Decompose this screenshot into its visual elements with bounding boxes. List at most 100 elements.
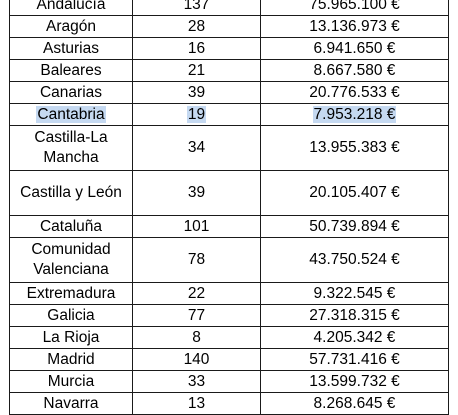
count-value: 39 <box>187 83 206 101</box>
amount-cell[interactable]: 75.965.100 € <box>260 0 449 16</box>
count-cell[interactable]: 16 <box>132 37 261 60</box>
amount-cell[interactable]: 43.750.524 € <box>260 237 449 283</box>
count-cell[interactable]: 39 <box>132 81 261 104</box>
table-row: Galicia 77 27.318.315 € <box>9 304 449 327</box>
region-name: Extremadura <box>26 284 116 302</box>
count-value: 8 <box>192 328 201 346</box>
region-cell[interactable]: Canarias <box>9 81 133 104</box>
table-row: Extremadura 22 9.322.545 € <box>9 282 449 305</box>
amount-cell[interactable]: 50.739.894 € <box>260 215 449 238</box>
amount-cell[interactable]: 7.953.218 € <box>260 103 449 126</box>
region-cell[interactable]: Castilla-La Mancha <box>9 125 133 171</box>
region-name: Galicia <box>47 306 95 324</box>
amount-cell[interactable]: 20.105.407 € <box>260 170 449 216</box>
region-name: Murcia <box>47 372 95 390</box>
region-name: Andalucía <box>36 0 106 13</box>
count-cell[interactable]: 19 <box>132 103 261 126</box>
region-name: Madrid <box>47 350 95 368</box>
amount-value: 27.318.315 € <box>309 306 400 324</box>
amount-value: 20.105.407 € <box>309 184 400 201</box>
count-cell[interactable]: 137 <box>132 0 261 16</box>
count-value: 19 <box>186 105 207 123</box>
region-name: Asturias <box>43 39 99 57</box>
count-cell[interactable]: 34 <box>132 125 261 171</box>
count-value: 33 <box>187 372 206 390</box>
count-cell[interactable]: 101 <box>132 215 261 238</box>
region-name: Aragón <box>46 17 96 35</box>
region-cell[interactable]: Comunidad Valenciana <box>9 237 133 283</box>
region-cell[interactable]: Extremadura <box>9 282 133 305</box>
amount-value: 43.750.524 € <box>309 251 400 268</box>
amount-cell[interactable]: 13.955.383 € <box>260 125 449 171</box>
count-value: 137 <box>183 0 210 13</box>
count-value: 39 <box>187 184 206 201</box>
amount-value: 4.205.342 € <box>313 328 396 346</box>
count-cell[interactable]: 21 <box>132 59 261 82</box>
count-cell[interactable]: 78 <box>132 237 261 283</box>
amount-cell[interactable]: 4.205.342 € <box>260 326 449 349</box>
amount-value: 75.965.100 € <box>309 0 400 13</box>
table-row: Navarra 13 8.268.645 € <box>9 392 449 415</box>
count-cell[interactable]: 8 <box>132 326 261 349</box>
count-cell[interactable]: 28 <box>132 15 261 38</box>
count-cell[interactable]: 39 <box>132 170 261 216</box>
region-name: Comunidad Valenciana <box>31 241 111 278</box>
amount-cell[interactable]: 13.136.973 € <box>260 15 449 38</box>
amount-cell[interactable]: 20.776.533 € <box>260 81 449 104</box>
count-cell[interactable]: 13 <box>132 392 261 415</box>
table-row: Murcia 33 13.599.732 € <box>9 370 449 393</box>
region-cell[interactable]: La Rioja <box>9 326 133 349</box>
count-value: 140 <box>183 350 210 368</box>
count-cell[interactable]: 33 <box>132 370 261 393</box>
region-cell[interactable]: Cataluña <box>9 215 133 238</box>
amount-cell[interactable]: 6.941.650 € <box>260 37 449 60</box>
region-name: Castilla-La Mancha <box>34 129 108 166</box>
count-cell[interactable]: 77 <box>132 304 261 327</box>
region-cell[interactable]: Castilla y León <box>9 170 133 216</box>
region-cell[interactable]: Cantabria <box>9 103 133 126</box>
count-value: 101 <box>183 217 210 235</box>
region-cell[interactable]: Galicia <box>9 304 133 327</box>
amount-cell[interactable]: 8.667.580 € <box>260 59 449 82</box>
region-name: Navarra <box>43 394 99 412</box>
count-value: 77 <box>187 306 206 324</box>
region-name: Baleares <box>40 61 102 79</box>
table-row: Castilla-La Mancha 34 13.955.383 € <box>9 125 449 171</box>
count-cell[interactable]: 22 <box>132 282 261 305</box>
amount-value: 20.776.533 € <box>309 83 400 101</box>
count-value: 28 <box>187 17 206 35</box>
region-name: Canarias <box>39 83 103 101</box>
amount-cell[interactable]: 57.731.416 € <box>260 348 449 371</box>
table-body: Andalucía 137 75.965.100 € Aragón 28 13.… <box>9 0 449 415</box>
table-row: Castilla y León 39 20.105.407 € <box>9 170 449 216</box>
region-data-table: Andalucía 137 75.965.100 € Aragón 28 13.… <box>9 0 449 415</box>
region-cell[interactable]: Asturias <box>9 37 133 60</box>
region-cell[interactable]: Andalucía <box>9 0 133 16</box>
region-name: La Rioja <box>42 328 100 346</box>
count-value: 13 <box>187 394 206 412</box>
amount-value: 13.599.732 € <box>309 372 400 390</box>
amount-value: 13.955.383 € <box>309 139 400 156</box>
amount-value: 8.667.580 € <box>313 61 396 79</box>
amount-value: 50.739.894 € <box>309 217 400 235</box>
region-cell[interactable]: Murcia <box>9 370 133 393</box>
amount-value: 57.731.416 € <box>309 350 400 368</box>
table-row: La Rioja 8 4.205.342 € <box>9 326 449 349</box>
region-cell[interactable]: Aragón <box>9 15 133 38</box>
count-value: 21 <box>187 61 206 79</box>
count-value: 22 <box>187 284 206 302</box>
region-name: Castilla y León <box>20 184 122 201</box>
amount-cell[interactable]: 27.318.315 € <box>260 304 449 327</box>
region-cell[interactable]: Baleares <box>9 59 133 82</box>
amount-cell[interactable]: 8.268.645 € <box>260 392 449 415</box>
region-cell[interactable]: Madrid <box>9 348 133 371</box>
region-cell[interactable]: Navarra <box>9 392 133 415</box>
amount-cell[interactable]: 13.599.732 € <box>260 370 449 393</box>
count-value: 34 <box>187 139 206 156</box>
count-cell[interactable]: 140 <box>132 348 261 371</box>
table-row: Baleares 21 8.667.580 € <box>9 59 449 82</box>
table-row: Comunidad Valenciana 78 43.750.524 € <box>9 237 449 283</box>
amount-cell[interactable]: 9.322.545 € <box>260 282 449 305</box>
region-name: Cataluña <box>39 217 103 235</box>
amount-value: 7.953.218 € <box>312 105 397 123</box>
